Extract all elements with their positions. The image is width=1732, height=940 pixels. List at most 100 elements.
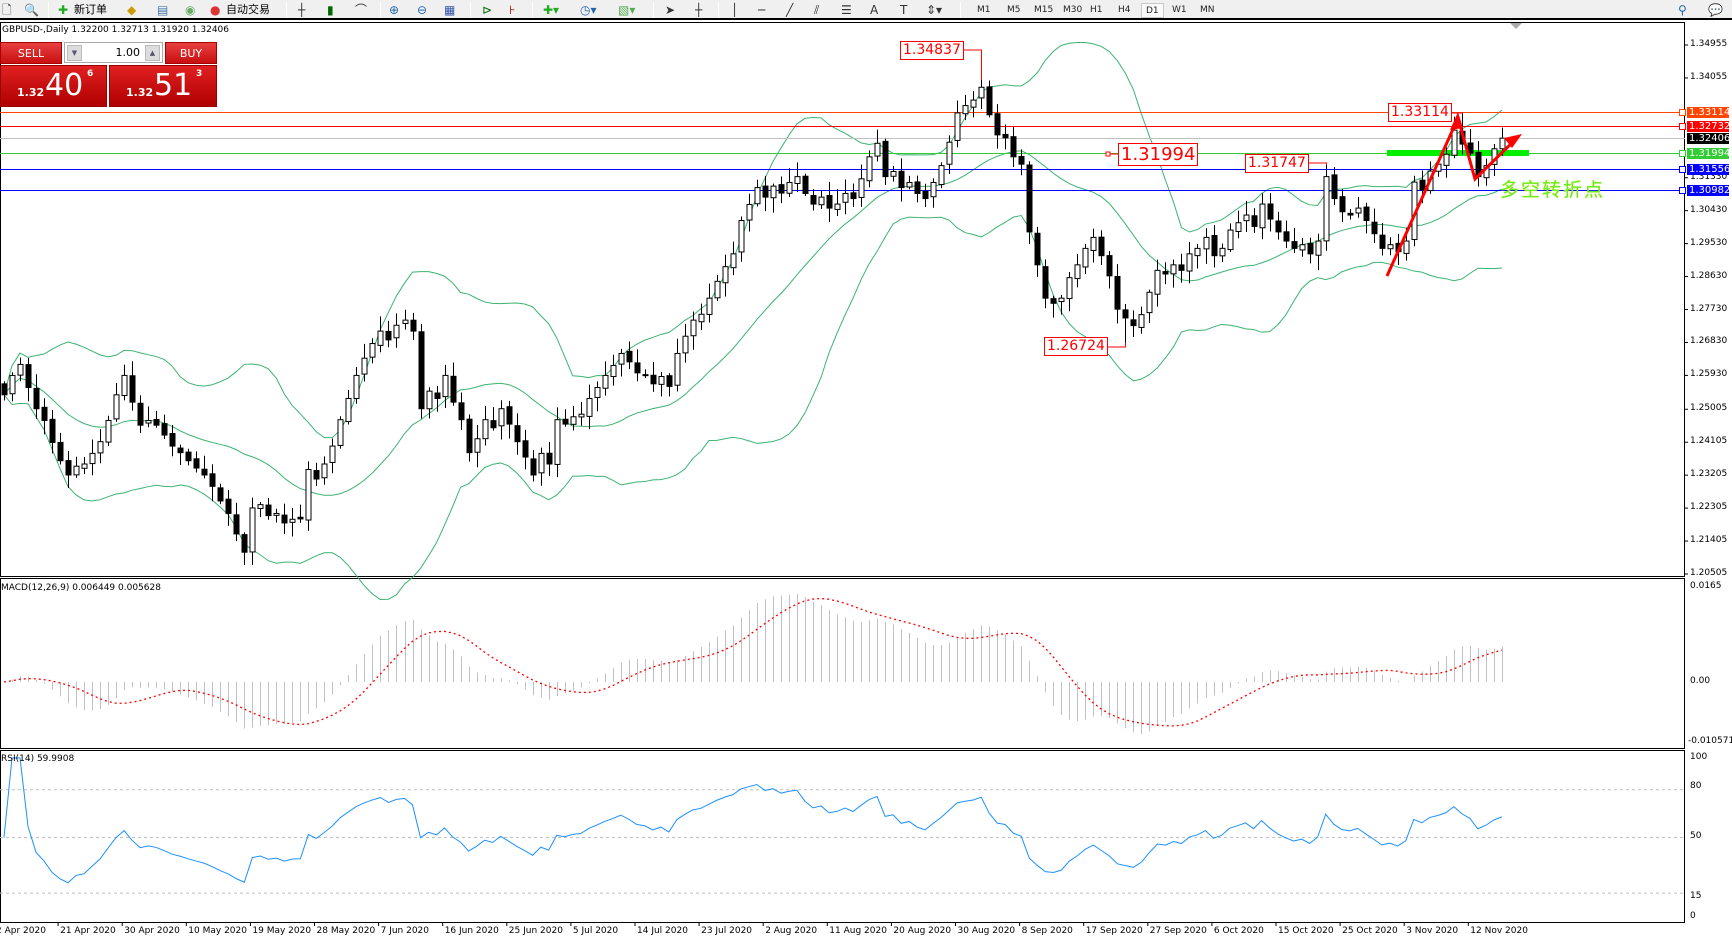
bull-candle-body [1355,207,1362,214]
candle [794,162,801,192]
line-chart-icon[interactable]: ⌒ [355,3,368,17]
signal-icon[interactable]: ◉ [185,3,196,17]
auto-trading-icon[interactable]: ● [210,3,221,17]
new-order-button[interactable]: 新订单 [74,3,107,16]
bear-candle-body [626,350,633,363]
timeframe-m1[interactable]: M1 [977,5,991,15]
candle [754,179,761,207]
candle [1219,243,1226,262]
bull-candle-body [474,438,481,453]
bull-candle-body [890,170,897,177]
bull-candle-body [289,518,296,523]
bear-candle-body [986,86,993,116]
buy-button[interactable]: BUY [165,42,217,64]
lot-size-input[interactable]: ▼ 1.00 ▲ [64,42,163,63]
candle [1058,294,1065,315]
equidistant-channel-icon[interactable]: ⫽ [814,3,820,17]
timeframe-h1[interactable]: H1 [1090,5,1103,15]
bull-candle-body [345,397,352,423]
bull-candle-body [722,266,729,284]
candle [361,343,368,382]
new-chart-icon[interactable]: 🗋 [2,3,12,17]
lot-decrease-button[interactable]: ▼ [67,45,82,61]
annotation-high-label[interactable]: 1.34837 [900,41,964,60]
search-icon[interactable]: ⚲ [1678,3,1687,17]
candle [1235,210,1242,239]
candle [962,94,969,121]
reversal-point-note[interactable]: 多空转折点 [1500,179,1606,201]
templates-icon[interactable]: ▧▾ [618,3,636,17]
timeframe-w1[interactable]: W1 [1172,5,1187,15]
vertical-line-icon[interactable]: │ [731,3,739,17]
candle [682,323,689,363]
auto-scroll-icon[interactable]: ⊳ [482,3,493,17]
buy-price-box[interactable]: 1.32 51 3 [109,65,217,107]
candlestick-icon[interactable]: ▮ [327,3,334,17]
data-window-icon[interactable]: ▤ [157,3,169,17]
bear-candle-body [177,447,184,454]
timeframe-m5[interactable]: M5 [1007,5,1021,15]
candle [898,158,905,202]
new-order-icon[interactable]: ✚ [58,3,69,17]
bear-candle-body [1050,298,1057,304]
timeframe-m30[interactable]: M30 [1063,5,1083,15]
chart-shift-marker[interactable] [1510,23,1522,29]
candle [1259,193,1266,240]
zoom-in-icon[interactable]: ⊕ [389,3,400,17]
indicators-icon[interactable]: ✚▾ [543,3,560,17]
candle [233,502,240,542]
timeframe-m15[interactable]: M15 [1034,5,1054,15]
candle [1,381,8,401]
tile-windows-icon[interactable]: ▦ [444,3,456,17]
bear-candle-body [778,184,785,194]
sell-price-box[interactable]: 1.32 40 6 [0,65,107,107]
timeframe-h4[interactable]: H4 [1118,5,1131,15]
sell-button[interactable]: SELL [0,42,62,64]
timeframe-mn[interactable]: MN [1200,5,1215,15]
date-label: 19 May 2020 [252,926,312,936]
line-handle [1679,150,1686,157]
candle [1275,211,1282,240]
trend-arrow-line [1385,113,1520,277]
chart-shift-icon[interactable]: ⊦ [509,3,516,17]
annotation-swing-high-label[interactable]: 1.31747 [1245,154,1309,173]
arrows-icon[interactable]: ⇕▾ [926,3,943,17]
annotation-low-label[interactable]: 1.26724 [1044,337,1108,356]
trendline-icon[interactable]: ╱ [786,3,794,17]
bull-candle-body [17,363,24,376]
zoom-out-icon[interactable]: ⊖ [417,3,428,17]
bull-candle-body [594,386,601,398]
candle [177,444,184,465]
auto-trading-button[interactable]: 自动交易 [226,3,270,16]
chat-icon[interactable]: 💬 [1708,3,1723,17]
periods-clock-icon[interactable]: ◷▾ [580,3,597,17]
bull-candle-body [1219,247,1226,257]
date-label: 7 Jun 2020 [380,926,430,936]
bear-candle-body [129,375,136,403]
fibonacci-icon[interactable]: ☰ [841,3,852,17]
crosshair-icon[interactable]: ┼ [695,3,703,17]
cursor-icon[interactable]: ➤ [665,3,676,17]
bear-candle-body [1211,235,1218,257]
lot-increase-button[interactable]: ▲ [145,45,160,61]
candle [73,456,80,478]
profiles-icon[interactable]: 🔍 [24,3,39,17]
bull-candle-body [97,441,104,454]
bull-candle-body [658,376,665,385]
timeframe-d1[interactable]: D1 [1141,3,1164,18]
candle [1387,237,1394,256]
bull-candle-body [602,374,609,389]
candle [634,349,641,382]
bear-candle-body [153,419,160,426]
text-icon[interactable]: A [870,3,879,17]
annotation-pivot-label[interactable]: 1.31994 [1118,143,1199,166]
annotation-recent-high-label[interactable]: 1.33114 [1388,103,1452,122]
horizontal-line-icon[interactable]: ─ [758,3,766,17]
candle [193,451,200,473]
bear-candle-body [410,319,417,332]
bar-chart-icon[interactable]: ┼ [298,3,306,17]
gold-icon[interactable]: ◆ [127,3,137,17]
text-label-icon[interactable]: T [900,3,908,17]
bull-candle-body [1451,129,1458,156]
